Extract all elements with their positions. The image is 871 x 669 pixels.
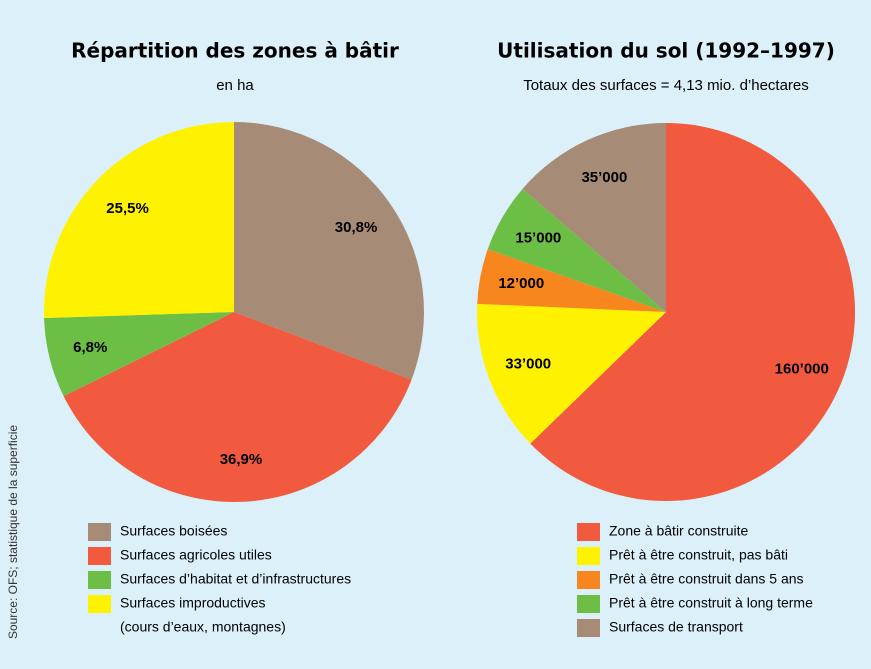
pie-slice [477,249,666,312]
legend-label: Surfaces de transport [609,619,743,635]
slice-label: 35’000 [581,169,627,186]
slice-label: 12’000 [498,275,544,292]
legend-note: (cours d’eaux, montagnes) [120,619,286,635]
pie-slice [63,312,412,502]
slice-label: 30,8% [335,219,378,236]
legend-label: Zone à bâtir construite [609,523,749,539]
slice-label: 25,5% [106,200,149,217]
legend-label: Prêt à être construit, pas bâti [609,547,788,563]
legend-swatch [577,619,600,637]
legend-label: Prêt à être construit à long terme [609,595,813,611]
legend-label: Surfaces d’habitat et d’infrastructures [120,571,351,587]
slice-label: 15’000 [515,229,561,246]
legend-swatch [577,547,600,565]
legend-label: Surfaces boisées [120,523,227,539]
legend-swatch [88,595,111,613]
chart-subtitle: Totaux des surfaces = 4,13 mio. d’hectar… [523,77,809,94]
pie-slice [234,122,424,380]
legend-swatch [88,547,111,565]
legend-swatch [88,571,111,589]
slice-label: 160’000 [775,360,829,377]
legend-swatch [577,571,600,589]
legend-label: Surfaces improductives [120,595,266,611]
pie-slice [522,123,666,312]
pie-slice [530,123,856,501]
slice-label: 33’000 [505,355,551,372]
chart-title: Répartition des zones à bâtir [71,39,399,63]
pie-slice [477,303,666,444]
pie-slice [44,312,235,397]
slice-label: 36,9% [220,451,263,468]
slice-label: 6,8% [73,339,107,356]
legend-swatch [577,523,600,541]
legend-swatch [577,595,600,613]
legend-label: Prêt à être construit dans 5 ans [609,571,804,587]
pie-slice [44,122,234,318]
chart-subtitle: en ha [216,77,254,94]
pie-slice [487,189,666,312]
source: Source: OFS; statistique de la superfici… [6,425,20,639]
chart-title: Utilisation du sol (1992–1997) [497,39,835,63]
legend-label: Surfaces agricoles utiles [120,547,272,563]
legend-swatch [88,523,111,541]
